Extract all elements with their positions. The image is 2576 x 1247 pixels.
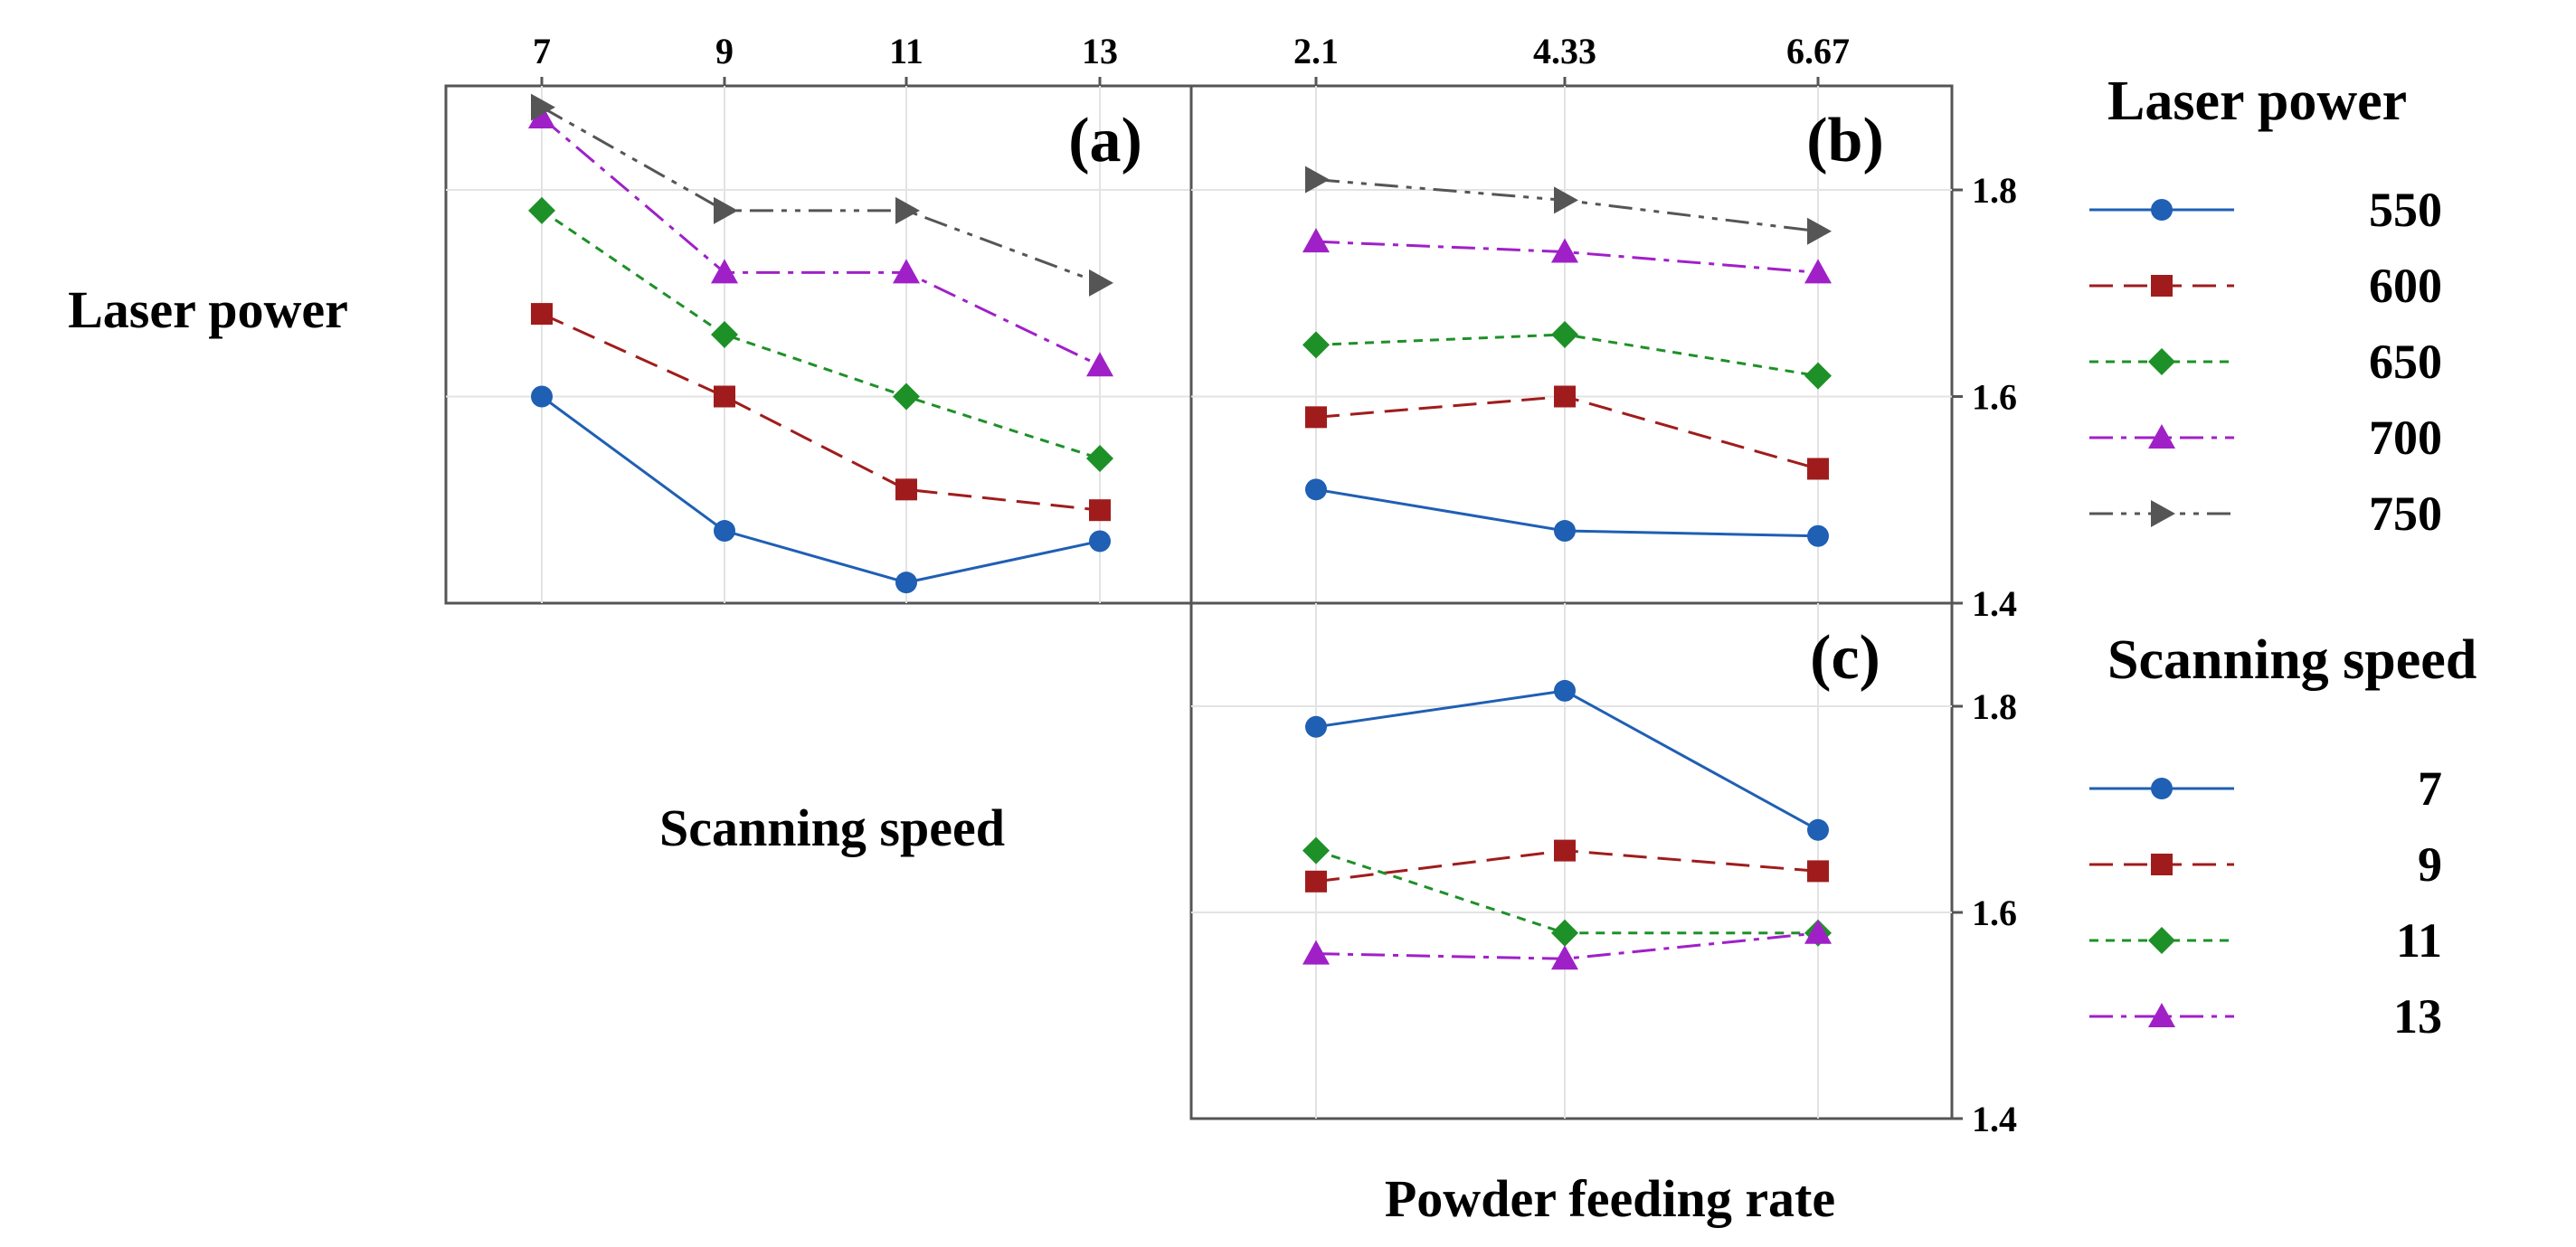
row-label-scanning-speed: Scanning speed <box>659 798 1005 857</box>
data-point-9 <box>1305 870 1327 893</box>
x-tick-label: 6.67 <box>1786 31 1850 71</box>
panel-c: 1.4 1.6 1.8 (c) <box>1189 601 2017 1139</box>
legend-marker-11 <box>2148 927 2175 954</box>
panel-b: 2.1 4.33 6.67 1.4 1.6 1.8 (b) <box>1189 31 2017 624</box>
data-point-750 <box>1305 165 1330 194</box>
series-line-7 <box>1315 689 1819 832</box>
data-point-13 <box>1551 945 1578 970</box>
y-tick-label: 1.4 <box>1972 1099 2017 1139</box>
legend-label-11: 11 <box>2396 913 2442 968</box>
x-tick-label: 7 <box>533 31 551 71</box>
x-tick-label: 2.1 <box>1293 31 1339 71</box>
data-point-7 <box>1305 715 1327 738</box>
data-point-650 <box>893 383 920 411</box>
data-point-9 <box>1807 860 1829 883</box>
data-point-550 <box>895 572 917 594</box>
y-tick-label: 1.6 <box>1972 377 2017 418</box>
data-point-700 <box>528 104 555 129</box>
data-point-550 <box>531 385 553 408</box>
legend-marker-7 <box>2151 778 2173 799</box>
legend-marker-650 <box>2148 348 2175 375</box>
data-point-600 <box>714 385 735 408</box>
data-point-7 <box>1807 818 1829 841</box>
series-line-650 <box>541 209 1101 460</box>
y-tick-label: 1.8 <box>1972 686 2017 727</box>
x-tick-label: 4.33 <box>1533 31 1596 71</box>
data-point-600 <box>1807 458 1829 480</box>
legend-marker-13 <box>2148 1003 2175 1027</box>
legend-marker-600 <box>2151 275 2173 297</box>
data-point-750 <box>1807 217 1832 245</box>
data-point-600 <box>531 303 553 326</box>
data-point-600 <box>895 478 917 501</box>
panel-label: (b) <box>1806 106 1884 175</box>
x-tick-label: 9 <box>715 31 734 71</box>
data-point-650 <box>1551 320 1578 348</box>
y-tick-label: 1.6 <box>1972 893 2017 933</box>
panel-label: (c) <box>1810 623 1880 693</box>
panel-a: 7 9 11 13 (a) <box>444 31 1193 605</box>
legend-title: Laser power <box>2107 71 2407 132</box>
y-tick-label: 1.4 <box>1972 583 2017 624</box>
data-point-750 <box>714 196 738 224</box>
data-point-550 <box>1807 524 1829 547</box>
legend-label-9: 9 <box>2418 837 2442 892</box>
legend-title: Scanning speed <box>2107 629 2477 691</box>
data-point-550 <box>1089 530 1111 553</box>
legend-label-13: 13 <box>2393 989 2442 1044</box>
data-point-550 <box>1305 478 1327 501</box>
data-point-750 <box>531 93 555 121</box>
legend-label-550: 550 <box>2369 183 2442 237</box>
data-point-750 <box>895 196 920 224</box>
axis-label-powder-feeding-rate: Powder feeding rate <box>1385 1169 1835 1228</box>
x-tick-label: 13 <box>1082 31 1118 71</box>
legend-label-600: 600 <box>2369 259 2442 313</box>
data-point-550 <box>1554 520 1576 543</box>
legend-marker-700 <box>2148 424 2175 449</box>
data-point-13 <box>1804 919 1832 944</box>
data-point-650 <box>528 196 555 224</box>
series-line-550 <box>541 395 1101 584</box>
legend-label-750: 750 <box>2369 487 2442 541</box>
data-point-600 <box>1305 406 1327 429</box>
row-label-laser-power: Laser power <box>68 280 348 339</box>
series-line-700 <box>541 116 1101 367</box>
data-point-7 <box>1554 679 1576 702</box>
legend-marker-750 <box>2151 500 2175 527</box>
series-line-600 <box>541 312 1101 512</box>
panel-frame <box>1189 601 1954 1120</box>
x-tick-label: 11 <box>889 31 923 71</box>
data-point-650 <box>1302 331 1330 359</box>
data-point-700 <box>893 259 920 284</box>
y-tick-label: 1.8 <box>1972 170 2017 211</box>
data-point-700 <box>1086 352 1113 377</box>
data-point-11 <box>1302 836 1330 864</box>
legend-marker-550 <box>2151 199 2173 221</box>
data-point-700 <box>1551 238 1578 263</box>
data-point-600 <box>1554 385 1576 408</box>
legend-scanning-speed: Scanning speed 7 9 11 13 <box>2089 629 2477 1044</box>
legend-label-700: 700 <box>2369 411 2442 465</box>
series-line-11 <box>1315 849 1818 935</box>
series-line-750 <box>541 106 1101 285</box>
legend-label-7: 7 <box>2418 761 2442 816</box>
data-point-650 <box>711 320 738 348</box>
legend-marker-9 <box>2151 854 2173 875</box>
data-point-650 <box>1086 445 1113 473</box>
panel-label: (a) <box>1068 106 1142 175</box>
data-point-9 <box>1554 839 1576 862</box>
data-point-700 <box>711 259 738 284</box>
data-point-650 <box>1804 362 1832 390</box>
data-point-550 <box>714 520 735 543</box>
data-point-700 <box>1302 228 1330 253</box>
data-point-600 <box>1089 499 1111 522</box>
legend-label-650: 650 <box>2369 335 2442 389</box>
data-point-13 <box>1302 940 1330 965</box>
data-point-700 <box>1804 259 1832 284</box>
data-point-750 <box>1554 186 1578 214</box>
legend-laser-power: Laser power 550 600 650 700 750 <box>2089 71 2442 541</box>
data-point-11 <box>1551 919 1578 947</box>
data-point-750 <box>1089 269 1113 297</box>
